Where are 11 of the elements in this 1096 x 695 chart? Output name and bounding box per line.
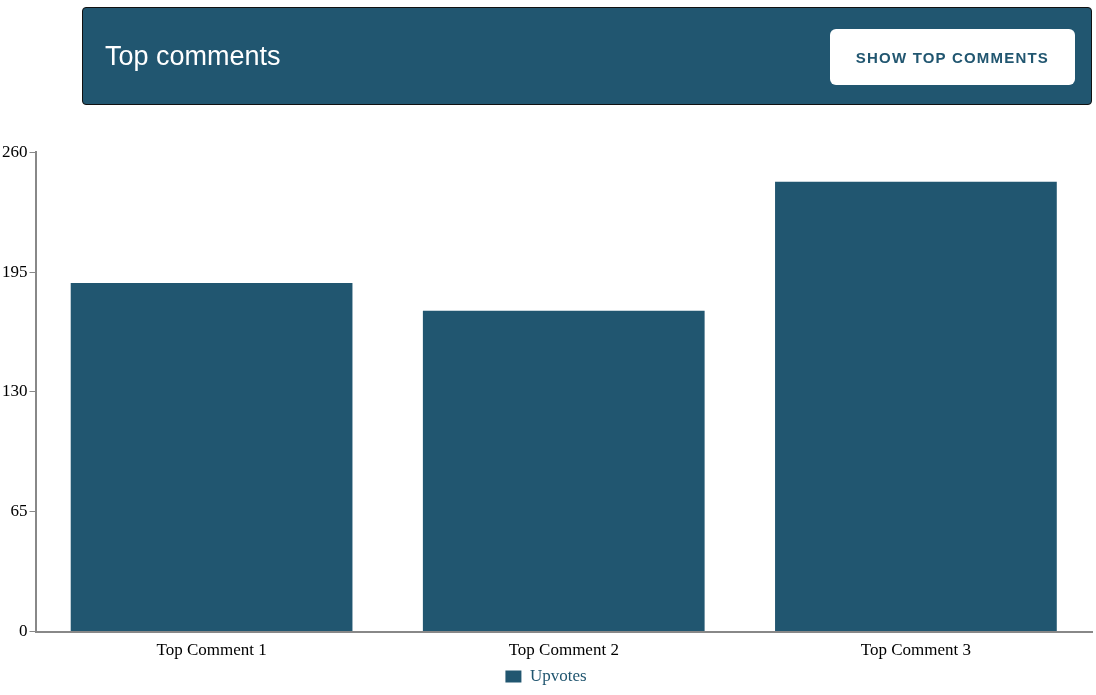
x-tick-label: Top Comment 3 (860, 640, 972, 660)
legend-label: Upvotes (529, 665, 587, 685)
x-tick-label: Top Comment 2 (508, 640, 619, 660)
y-tick-label: 130 (2, 381, 28, 401)
y-tick-label: 195 (2, 261, 28, 281)
x-tick-label: Top Comment 1 (156, 640, 267, 660)
y-tick-label: 0 (19, 621, 28, 641)
y-tick-label: 65 (10, 501, 28, 521)
chart-title: Top comments (105, 41, 281, 72)
y-tick-label: 260 (2, 141, 28, 161)
text: SHOW TOP COMMENTS (829, 29, 1075, 85)
